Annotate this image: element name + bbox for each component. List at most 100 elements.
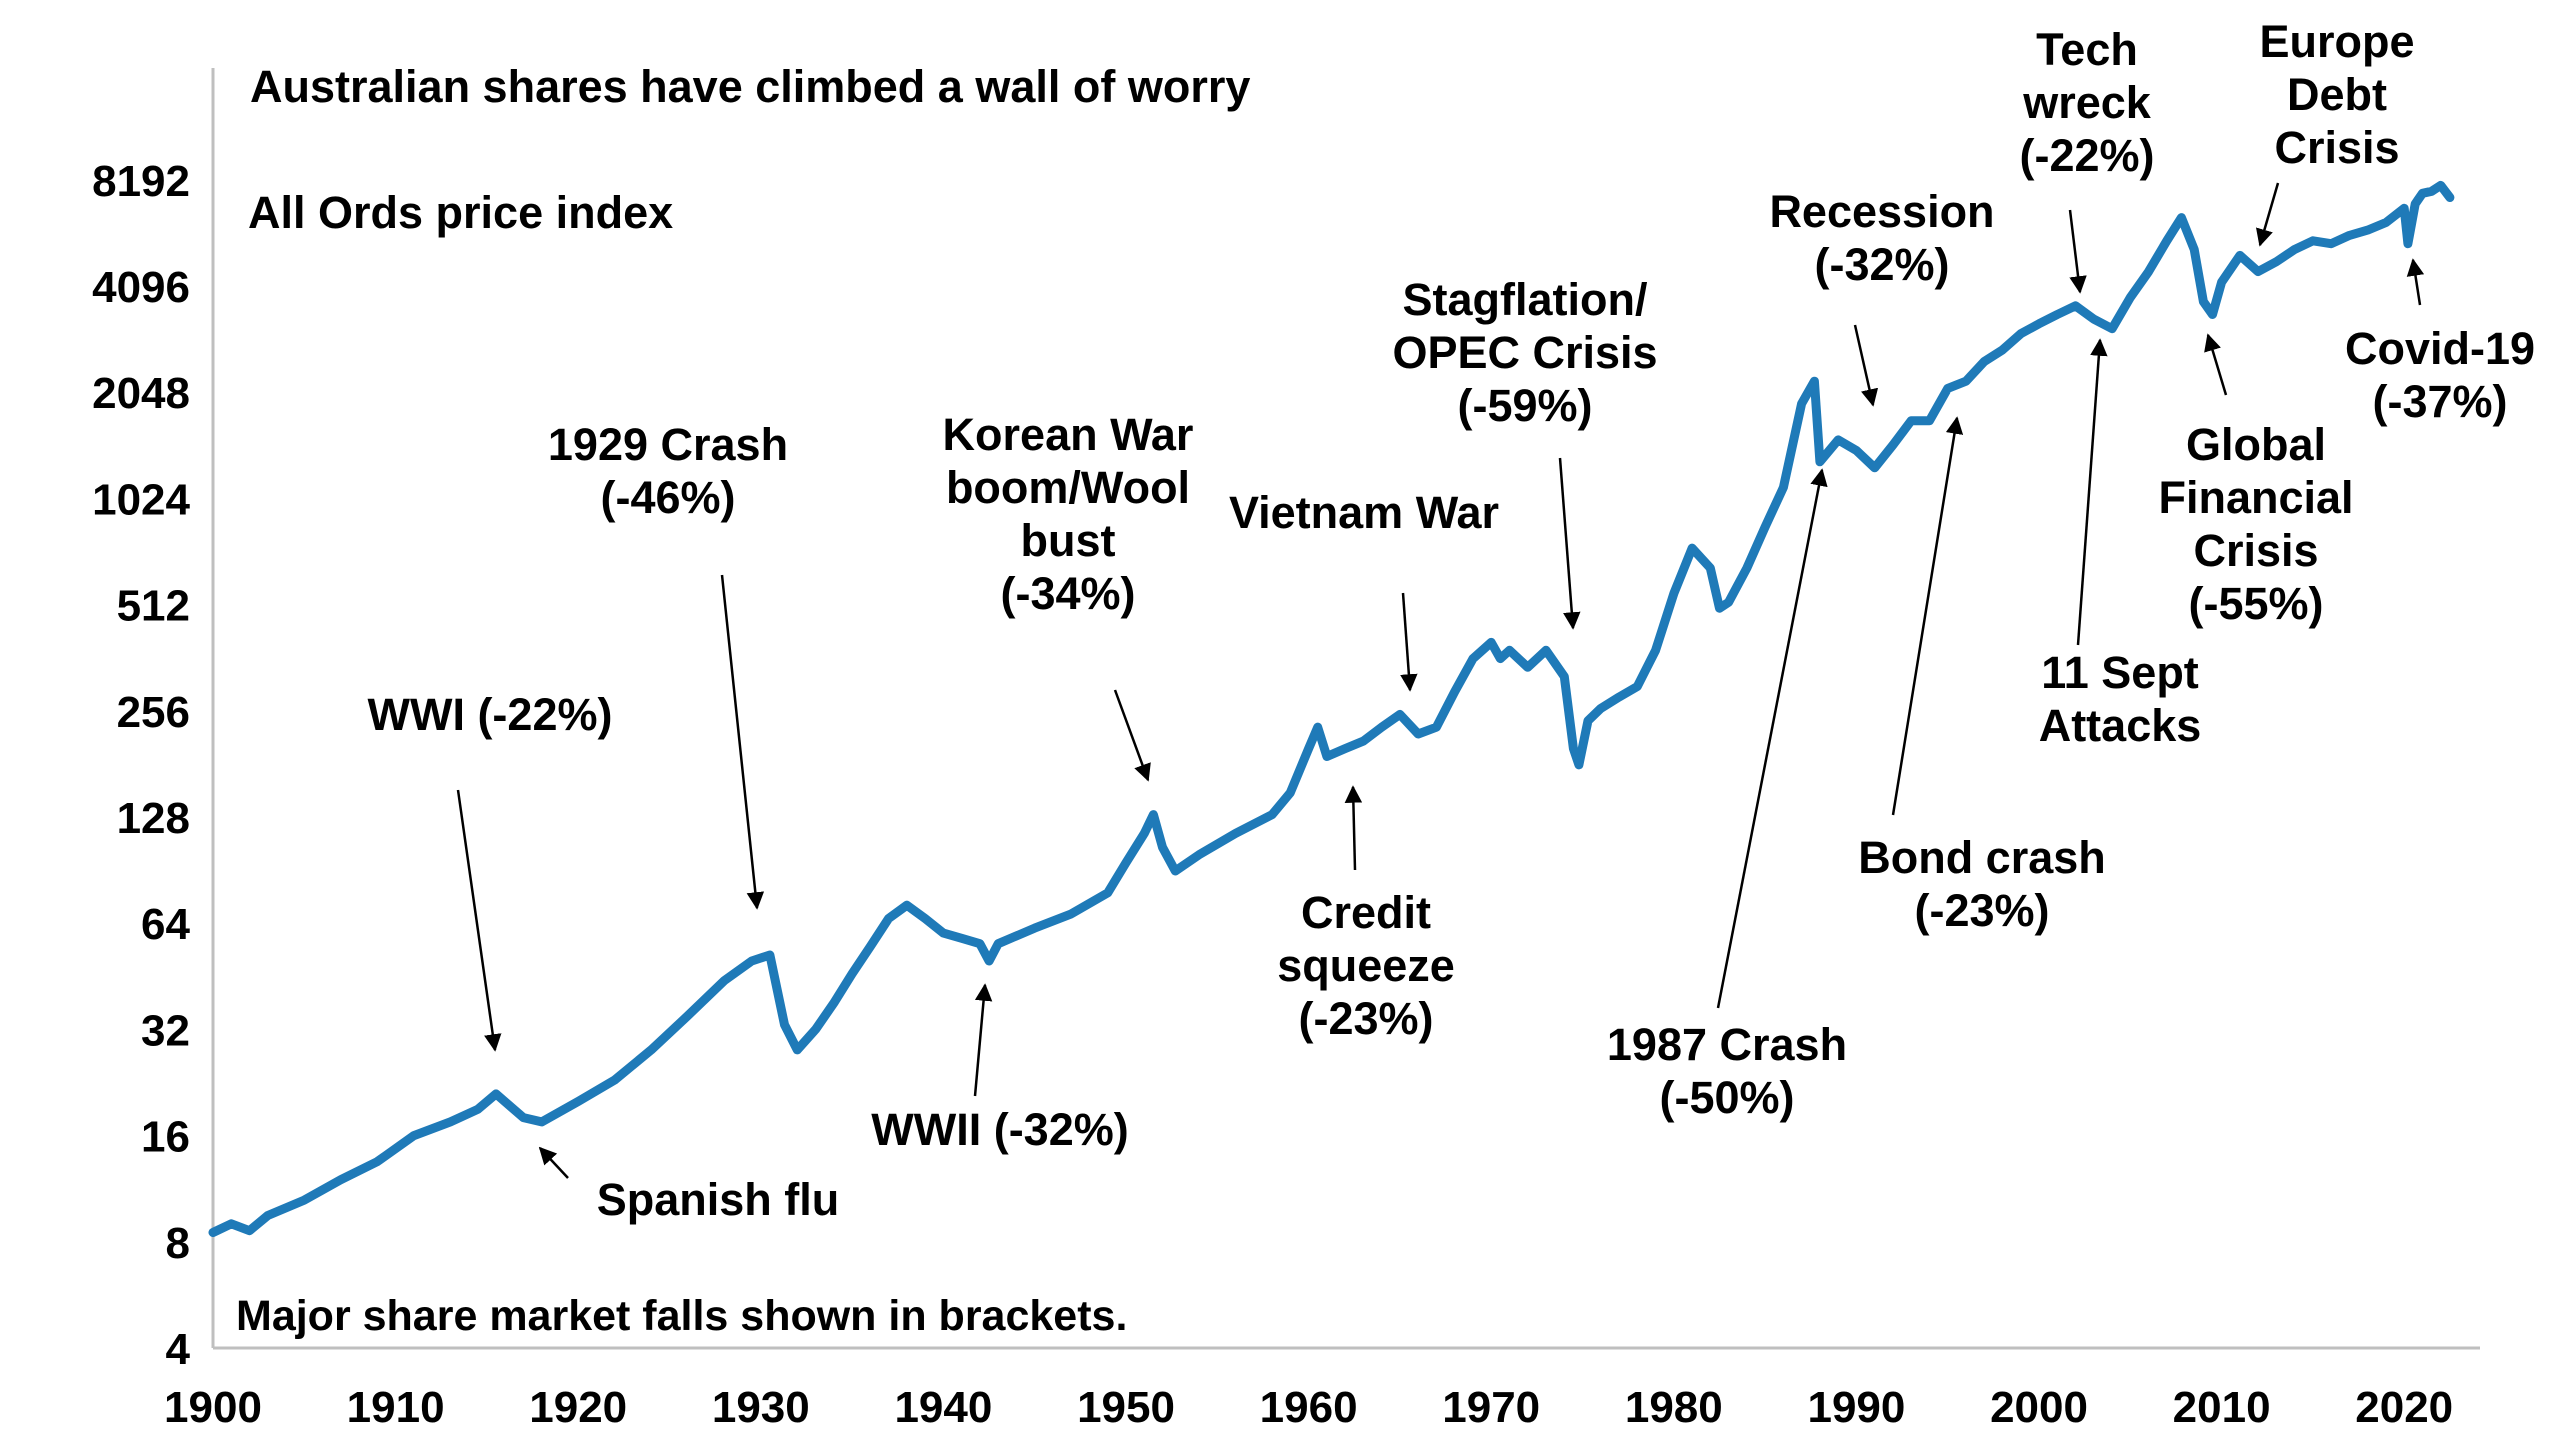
- annotation-line: Crisis: [2193, 525, 2318, 576]
- all-ords-series-line: [208, 180, 2455, 1237]
- annotation-line: 1987 Crash: [1607, 1019, 1847, 1070]
- annotation-line: 1929 Crash: [548, 419, 788, 470]
- annotation-line: (-55%): [2188, 578, 2323, 629]
- annotation-arrow: [2255, 182, 2280, 247]
- annotation: Vietnam War: [1229, 487, 1499, 538]
- annotation-arrow: [720, 574, 765, 910]
- annotation-line: (-59%): [1457, 380, 1592, 431]
- annotation-line: (-23%): [1298, 993, 1433, 1044]
- annotation: 1929 Crash(-46%): [548, 419, 788, 523]
- y-tick-label: 16: [141, 1113, 190, 1162]
- y-tick-label: 64: [141, 900, 190, 949]
- y-tick-label: 4: [166, 1325, 191, 1374]
- annotation: WWI (-22%): [368, 689, 613, 740]
- x-tick-label: 1990: [1807, 1383, 1905, 1432]
- annotation-line: Debt: [2287, 69, 2387, 120]
- x-tick-label: 1930: [712, 1383, 810, 1432]
- y-tick-label: 2048: [92, 369, 190, 418]
- chart-title: Australian shares have climbed a wall of…: [250, 61, 1250, 112]
- x-tick-label: 1910: [347, 1383, 445, 1432]
- annotation-line: Bond crash: [1858, 832, 2106, 883]
- annotation-line: bust: [1021, 515, 1116, 566]
- x-axis-ticks: 1900 1910 1920 1930 1940 1950 1960 1970 1980 1990…: [164, 1383, 2453, 1432]
- y-tick-label: 1024: [92, 475, 190, 524]
- x-tick-label: 2010: [2173, 1383, 2271, 1432]
- annotation-arrow: [1891, 416, 1964, 816]
- annotation-arrow: [2406, 258, 2425, 306]
- annotation: WWII (-32%): [871, 1104, 1128, 1155]
- x-tick-label: 1950: [1077, 1383, 1175, 1432]
- x-tick-label: 1920: [529, 1383, 627, 1432]
- annotation-line: OPEC Crisis: [1392, 327, 1657, 378]
- annotation-line: Tech: [2036, 24, 2138, 75]
- y-tick-label: 256: [117, 688, 190, 737]
- annotation-line: (-37%): [2372, 376, 2507, 427]
- annotation-arrow: [973, 983, 993, 1097]
- annotation-arrow: [1558, 457, 1581, 630]
- annotation-line: WWII (-32%): [871, 1104, 1128, 1155]
- annotation-line: Covid-19: [2345, 323, 2535, 374]
- y-tick-label: 4096: [92, 263, 190, 312]
- annotation-arrow: [2204, 333, 2228, 396]
- annotation-line: boom/Wool: [946, 462, 1190, 513]
- x-tick-label: 1900: [164, 1383, 262, 1432]
- annotation: Stagflation/OPEC Crisis(-59%): [1392, 274, 1657, 431]
- chart-subtitle: All Ords price index: [248, 187, 673, 238]
- annotation-labels: WWI (-22%) Spanish flu 1929 Crash(-46%) WWI…: [368, 16, 2536, 1225]
- x-tick-label: 1980: [1625, 1383, 1723, 1432]
- annotation-arrow: [1344, 785, 1363, 871]
- annotation-arrow: [456, 789, 502, 1052]
- annotation-arrow: [1400, 592, 1418, 692]
- annotation-line: WWI (-22%): [368, 689, 613, 740]
- y-tick-label: 8192: [92, 157, 190, 206]
- annotation-line: squeeze: [1277, 940, 1455, 991]
- annotation-arrow: [1716, 468, 1828, 1009]
- annotation-arrow: [538, 1146, 569, 1179]
- annotation-arrow: [1853, 324, 1879, 407]
- annotation: 1987 Crash(-50%): [1607, 1019, 1847, 1123]
- annotation-line: Europe: [2259, 16, 2414, 67]
- annotation-line: Recession: [1769, 186, 1994, 237]
- x-tick-label: 1940: [894, 1383, 992, 1432]
- annotation-line: Stagflation/: [1403, 274, 1648, 325]
- annotation-line: Global: [2186, 419, 2326, 470]
- annotation-line: Financial: [2158, 472, 2353, 523]
- y-axis-ticks: 4 8 16 32 64 128 256 512 1024 2048 4096 8192: [92, 157, 190, 1374]
- annotation: Covid-19(-37%): [2345, 323, 2535, 427]
- x-tick-label: 2020: [2355, 1383, 2453, 1432]
- annotation-line: 11 Sept: [2041, 647, 2199, 698]
- chart-footnote: Major share market falls shown in bracke…: [236, 1292, 1127, 1340]
- annotation-line: wreck: [2022, 77, 2152, 128]
- annotation-arrows: [456, 182, 2425, 1179]
- annotation-line: (-32%): [1814, 239, 1949, 290]
- annotation-line: Spanish flu: [597, 1174, 840, 1225]
- annotation-line: Korean War: [943, 409, 1194, 460]
- annotation: Spanish flu: [597, 1174, 840, 1225]
- annotation-line: Attacks: [2039, 700, 2202, 751]
- annotation-arrow: [2076, 338, 2108, 646]
- annotation-line: Crisis: [2274, 122, 2399, 173]
- y-tick-label: 128: [117, 794, 190, 843]
- x-tick-label: 2000: [1990, 1383, 2088, 1432]
- annotation-line: Vietnam War: [1229, 487, 1499, 538]
- annotation: Bond crash(-23%): [1858, 832, 2106, 936]
- annotation-line: (-23%): [1914, 885, 2049, 936]
- y-tick-label: 32: [141, 1006, 190, 1055]
- annotation-line: (-46%): [600, 472, 735, 523]
- annotation-line: (-22%): [2019, 130, 2154, 181]
- annotation-line: Credit: [1301, 887, 1431, 938]
- x-tick-label: 1960: [1260, 1383, 1358, 1432]
- annotation-line: (-34%): [1000, 568, 1135, 619]
- x-tick-label: 1970: [1442, 1383, 1540, 1432]
- y-tick-label: 512: [117, 582, 190, 631]
- y-tick-label: 8: [166, 1219, 190, 1268]
- annotation: Recession(-32%): [1769, 186, 1994, 290]
- annotation-arrow: [1113, 689, 1151, 782]
